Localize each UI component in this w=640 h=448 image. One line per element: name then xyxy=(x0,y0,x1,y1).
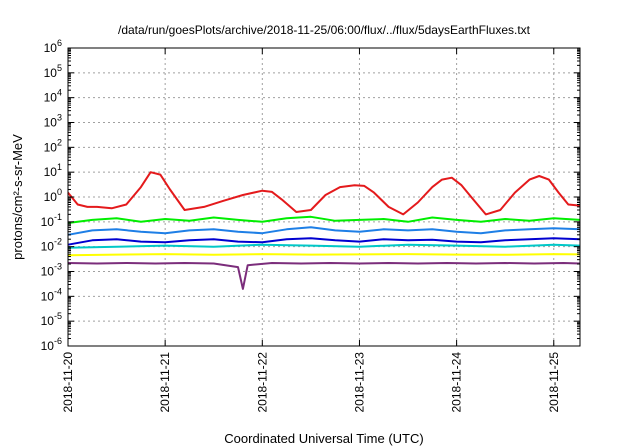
y-tick-label: 10-1 xyxy=(41,212,62,229)
y-tick-label: 103 xyxy=(44,113,62,130)
series-line-3 xyxy=(67,226,581,236)
series-line-1 xyxy=(67,171,581,216)
series-line-6 xyxy=(67,253,581,257)
series-line-5 xyxy=(67,243,581,249)
y-tick-label: 102 xyxy=(44,137,62,154)
y-tick-label: 105 xyxy=(44,63,62,80)
series-line-2 xyxy=(67,215,581,224)
y-tick-label: 10-6 xyxy=(41,336,62,353)
x-axis: 2018-11-20 2018-11-21 2018-11-22 2018-11-23… xyxy=(61,48,561,413)
x-tick-label: 2018-11-23 xyxy=(352,352,366,413)
y-tick-label: 104 xyxy=(44,88,62,105)
y-tick-label: 10-3 xyxy=(41,262,62,279)
y-tick-label: 106 xyxy=(44,38,62,55)
x-tick-label: 2018-11-25 xyxy=(547,352,561,413)
series-line-4 xyxy=(67,237,581,246)
y-tick-label: 10-2 xyxy=(41,237,62,254)
plot-area xyxy=(67,171,581,290)
x-tick-label: 2018-11-22 xyxy=(255,352,269,413)
x-tick-label: 2018-11-24 xyxy=(450,352,464,413)
x-tick-label: 2018-11-21 xyxy=(158,352,172,413)
y-tick-label: 100 xyxy=(44,187,62,204)
x-axis-label: Coordinated Universal Time (UTC) xyxy=(224,431,423,446)
y-tick-label: 10-4 xyxy=(41,286,62,303)
y-axis-label: protons/cm²-s-sr-MeV xyxy=(10,134,25,260)
chart-title: /data/run/goesPlots/archive/2018-11-25/0… xyxy=(118,23,531,37)
y-axis: 10-6 10-5 10-4 10-3 10-2 10-1 100 101 102 103 104 1… xyxy=(41,38,580,353)
y-tick-label: 10-5 xyxy=(41,311,62,328)
x-tick-label: 2018-11-20 xyxy=(61,352,75,413)
series-line-7 xyxy=(67,262,581,290)
y-tick-label: 101 xyxy=(44,162,62,179)
